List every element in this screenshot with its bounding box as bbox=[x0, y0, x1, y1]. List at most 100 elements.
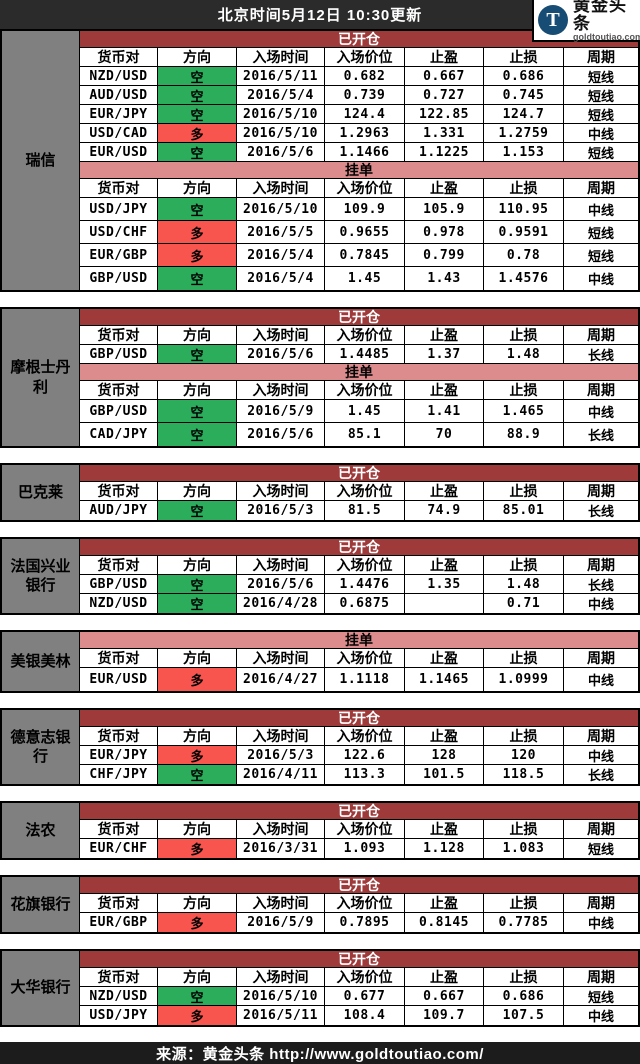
period-cell: 短线 bbox=[587, 69, 614, 85]
bank-tables: 已开仓 货币对 方向 入场时间 入场价位 止盈 止损 周期 GBP/USD 空 2016/5/6 1.… bbox=[80, 539, 638, 613]
bank-name-label: 巴克莱 bbox=[2, 465, 80, 520]
position-row: USD/JPY 多 2016/5/11 108.4 109.7 107.5 中线 bbox=[80, 1006, 638, 1025]
direction-cell: 多 bbox=[158, 746, 237, 764]
position-row: GBP/USD 空 2016/5/6 1.4476 1.35 1.48 长线 bbox=[80, 575, 638, 594]
direction-cell: 多 bbox=[158, 913, 237, 932]
entry-time-cell: 2016/5/10 bbox=[237, 124, 325, 142]
entry-time-cell: 2016/5/4 bbox=[237, 86, 325, 104]
currency-pair-cell: GBP/USD bbox=[80, 575, 158, 593]
column-header-7: 周期 bbox=[587, 382, 615, 398]
column-header-5: 止盈 bbox=[405, 727, 484, 745]
entry-price-cell: 81.5 bbox=[325, 501, 405, 520]
column-header-6: 止损 bbox=[484, 482, 564, 500]
direction-cell: 多 bbox=[158, 839, 237, 858]
bank-section: 摩根士丹利 已开仓 货币对 方向 入场时间 入场价位 止盈 止损 周期 GBP/USD 空 2016/… bbox=[0, 307, 640, 448]
entry-time-cell: 2016/5/10 bbox=[237, 987, 325, 1005]
column-header-6: 止损 bbox=[484, 649, 564, 667]
column-header-3: 入场时间 bbox=[237, 381, 325, 399]
column-header-1: 货币对 bbox=[80, 820, 158, 838]
column-header-1: 货币对 bbox=[80, 326, 158, 344]
column-header-1: 货币对 bbox=[80, 649, 158, 667]
entry-time-cell: 2016/5/11 bbox=[237, 67, 325, 85]
currency-pair-cell: EUR/CHF bbox=[80, 839, 158, 858]
stop-loss-cell: 124.7 bbox=[484, 105, 564, 123]
entry-price-cell: 85.1 bbox=[325, 423, 405, 446]
entry-time-cell: 2016/4/11 bbox=[237, 765, 325, 784]
take-profit-cell: 0.667 bbox=[405, 987, 484, 1005]
direction-cell: 空 bbox=[158, 501, 237, 520]
entry-time-cell: 2016/5/6 bbox=[237, 143, 325, 161]
take-profit-cell: 1.41 bbox=[405, 400, 484, 422]
column-header-row: 货币对 方向 入场时间 入场价位 止盈 止损 周期 bbox=[80, 727, 638, 746]
period-cell: 短线 bbox=[587, 107, 614, 123]
position-row: NZD/USD 空 2016/5/11 0.682 0.667 0.686 短线 bbox=[80, 67, 638, 86]
period-cell: 短线 bbox=[587, 842, 614, 857]
column-header-7: 周期 bbox=[587, 728, 615, 744]
column-header-3: 入场时间 bbox=[237, 727, 325, 745]
column-header-2: 方向 bbox=[158, 820, 237, 838]
period-cell: 中线 bbox=[587, 202, 614, 218]
entry-price-cell: 122.6 bbox=[325, 746, 405, 764]
bank-name-label: 摩根士丹利 bbox=[2, 309, 80, 446]
bank-sections: 瑞信 已开仓 货币对 方向 入场时间 入场价位 止盈 止损 周期 NZD/USD 空 2016/5/1… bbox=[0, 29, 640, 1027]
period-cell: 中线 bbox=[587, 597, 614, 612]
currency-pair-cell: EUR/JPY bbox=[80, 105, 158, 123]
take-profit-cell: 101.5 bbox=[405, 765, 484, 784]
period-cell: 短线 bbox=[587, 989, 614, 1005]
period-cell: 中线 bbox=[587, 1009, 614, 1024]
column-header-4: 入场价位 bbox=[325, 179, 405, 197]
column-header-row: 货币对 方向 入场时间 入场价位 止盈 止损 周期 bbox=[80, 48, 638, 67]
period-cell: 短线 bbox=[587, 88, 614, 104]
column-header-2: 方向 bbox=[158, 482, 237, 500]
period-cell: 短线 bbox=[587, 225, 614, 241]
direction-cell: 空 bbox=[158, 345, 237, 363]
stop-loss-cell: 1.083 bbox=[484, 839, 564, 858]
position-row: GBP/USD 空 2016/5/9 1.45 1.41 1.465 中线 bbox=[80, 400, 638, 423]
position-row: NZD/USD 空 2016/4/28 0.6875 0.71 中线 bbox=[80, 594, 638, 613]
period-cell: 中线 bbox=[587, 126, 614, 142]
entry-time-cell: 2016/5/10 bbox=[237, 198, 325, 220]
bank-tables: 已开仓 货币对 方向 入场时间 入场价位 止盈 止损 周期 GBP/USD 空 2016/5/6 1.… bbox=[80, 309, 638, 446]
column-header-5: 止盈 bbox=[405, 894, 484, 912]
column-header-1: 货币对 bbox=[80, 894, 158, 912]
bank-tables: 已开仓 货币对 方向 入场时间 入场价位 止盈 止损 周期 EUR/JPY 多 2016/5/3 12… bbox=[80, 710, 638, 784]
column-header-5: 止盈 bbox=[405, 649, 484, 667]
direction-cell: 多 bbox=[158, 124, 237, 142]
take-profit-cell: 122.85 bbox=[405, 105, 484, 123]
stop-loss-cell: 0.71 bbox=[484, 594, 564, 613]
direction-cell: 多 bbox=[158, 1006, 237, 1025]
column-header-7: 周期 bbox=[587, 821, 615, 837]
period-cell: 短线 bbox=[587, 248, 614, 264]
position-row: EUR/USD 空 2016/5/6 1.1466 1.1225 1.153 短线 bbox=[80, 143, 638, 162]
stop-loss-cell: 88.9 bbox=[484, 423, 564, 446]
take-profit-cell: 1.1225 bbox=[405, 143, 484, 161]
column-header-5: 止盈 bbox=[405, 326, 484, 344]
stop-loss-cell: 1.465 bbox=[484, 400, 564, 422]
currency-pair-cell: GBP/USD bbox=[80, 400, 158, 422]
bank-name-label: 大华银行 bbox=[2, 951, 80, 1025]
footer-bar: 来源：黄金头条 http://www.goldtoutiao.com/ bbox=[0, 1042, 640, 1064]
brand-t-icon: T bbox=[538, 5, 568, 35]
column-header-2: 方向 bbox=[158, 381, 237, 399]
bank-name-label: 花旗银行 bbox=[2, 877, 80, 932]
take-profit-cell: 0.667 bbox=[405, 67, 484, 85]
period-cell: 长线 bbox=[587, 768, 614, 783]
entry-price-cell: 0.7845 bbox=[325, 244, 405, 266]
entry-price-cell: 0.682 bbox=[325, 67, 405, 85]
direction-cell: 空 bbox=[158, 594, 237, 613]
currency-pair-cell: USD/CHF bbox=[80, 221, 158, 243]
entry-time-cell: 2016/3/31 bbox=[237, 839, 325, 858]
brand-t-glyph: T bbox=[546, 8, 560, 31]
column-header-row: 货币对 方向 入场时间 入场价位 止盈 止损 周期 bbox=[80, 179, 638, 198]
bank-name-label: 法国兴业银行 bbox=[2, 539, 80, 613]
take-profit-cell: 74.9 bbox=[405, 501, 484, 520]
entry-price-cell: 0.6875 bbox=[325, 594, 405, 613]
entry-time-cell: 2016/5/3 bbox=[237, 501, 325, 520]
take-profit-cell: 0.727 bbox=[405, 86, 484, 104]
bank-section: 花旗银行 已开仓 货币对 方向 入场时间 入场价位 止盈 止损 周期 EUR/GBP 多 2016/5… bbox=[0, 875, 640, 934]
entry-time-cell: 2016/5/3 bbox=[237, 746, 325, 764]
column-header-row: 货币对 方向 入场时间 入场价位 止盈 止损 周期 bbox=[80, 968, 638, 987]
column-header-6: 止损 bbox=[484, 820, 564, 838]
column-header-row: 货币对 方向 入场时间 入场价位 止盈 止损 周期 bbox=[80, 894, 638, 913]
